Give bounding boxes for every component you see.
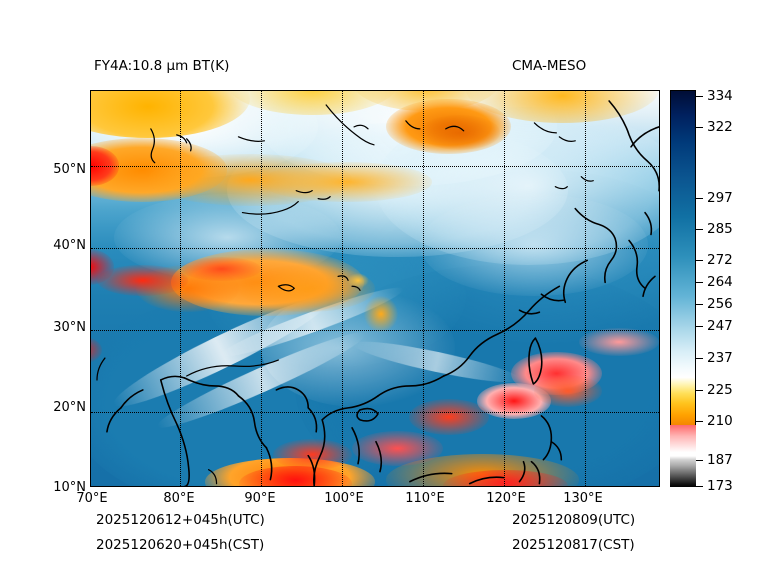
lon-label: 130°E — [563, 491, 603, 506]
colorbar-tick-label: 187 — [707, 452, 733, 468]
orange-cloud-layer — [91, 91, 659, 486]
colorbar-tick-label: 237 — [707, 350, 733, 366]
colorbar-tick-label: 272 — [707, 252, 733, 268]
colorbar-tick-label: 247 — [707, 318, 733, 334]
colorbar-tick-label: 334 — [707, 88, 733, 104]
lon-label: 70°E — [76, 491, 108, 506]
footer-obs-time-cst: 2025120817(CST) — [512, 537, 635, 553]
footer-valid-time-utc: 2025120612+045h(UTC) — [96, 512, 265, 528]
lon-label: 100°E — [324, 491, 364, 506]
footer-valid-time-cst: 2025120620+045h(CST) — [96, 537, 265, 553]
colorbar-tick-label: 264 — [707, 274, 733, 290]
lat-label: 20°N — [53, 400, 86, 415]
deep-convection-layer — [91, 91, 659, 486]
colorbar-scale: 334 322 297 285 272 264 256 247 237 225 … — [696, 88, 764, 494]
lon-label: 110°E — [405, 491, 445, 506]
colorbar[interactable] — [670, 90, 696, 487]
lat-label: 50°N — [53, 162, 86, 177]
lon-label: 90°E — [244, 491, 276, 506]
page-title: FY4A:10.8 μm BT(K) — [94, 58, 230, 74]
satellite-map[interactable] — [90, 90, 660, 487]
colorbar-tick-label: 297 — [707, 190, 733, 206]
colorbar-tick-label: 210 — [707, 413, 733, 429]
lat-label: 30°N — [53, 320, 86, 335]
colorbar-gradient — [671, 91, 695, 486]
colorbar-tick-label: 285 — [707, 221, 733, 237]
colorbar-tick-label: 173 — [707, 478, 733, 494]
lat-label: 40°N — [53, 238, 86, 253]
colorbar-tick-label: 225 — [707, 382, 733, 398]
lat-label: 10°N — [53, 480, 86, 495]
lon-label: 120°E — [486, 491, 526, 506]
footer-obs-time-utc: 2025120809(UTC) — [512, 512, 636, 528]
graticule — [91, 91, 659, 486]
colorbar-tick-label: 256 — [707, 296, 733, 312]
lon-label: 80°E — [163, 491, 195, 506]
coastline-overlay — [96, 100, 659, 486]
colorbar-tick-label: 322 — [707, 119, 733, 135]
model-title: CMA-MESO — [512, 58, 587, 74]
latitude-axis: 50°N 40°N 30°N 20°N 10°N — [0, 0, 86, 573]
